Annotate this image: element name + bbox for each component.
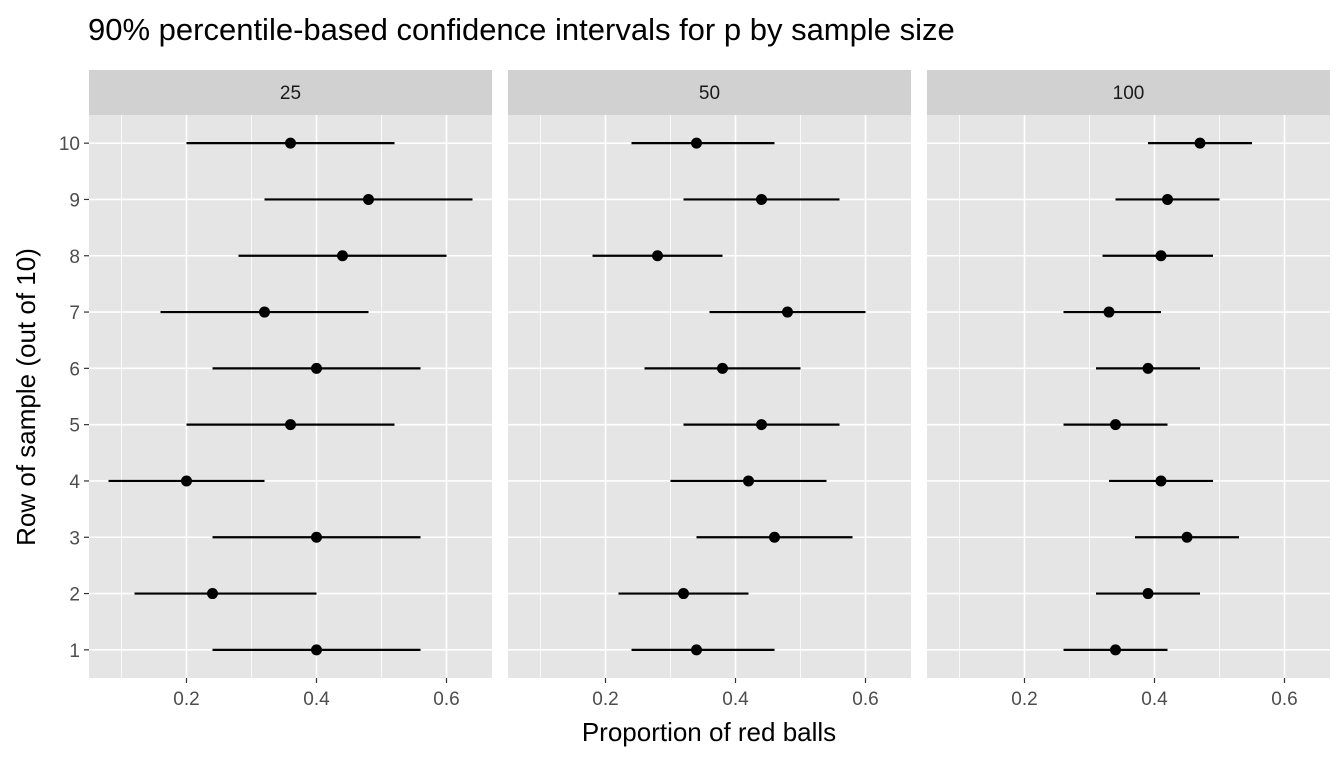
facet-strip-50 [508,70,911,115]
point-estimate [311,362,322,374]
point-estimate [1155,250,1167,262]
point-estimate [181,475,192,487]
x-tick-label: 0.6 [1271,689,1297,710]
facet-panels: 25 0.2 0.4 0.6 50 0.2 0.4 0.6 100 0.2 0.4 0.6 [89,70,1330,710]
point-estimate [1194,137,1206,149]
point-estimate [1181,531,1193,543]
y-tick-label: 1 [69,641,80,662]
panel-50: 50 0.2 0.4 0.6 [508,70,911,710]
y-tick-label: 2 [69,585,80,606]
point-estimate [782,306,793,318]
point-estimate [1155,475,1167,487]
point-estimate [756,419,767,431]
point-estimate [1110,644,1121,656]
x-tick-label: 0.4 [1141,689,1168,710]
point-estimate [678,588,689,600]
panel-25: 25 0.2 0.4 0.6 [89,70,492,710]
y-tick-label: 7 [69,303,80,324]
panel-background [927,115,1330,678]
y-tick-label: 4 [69,472,80,493]
point-estimate [652,250,663,262]
point-estimate [756,193,767,205]
x-tick-label: 0.2 [1011,689,1037,710]
y-axis-title: Row of sample (out of 10) [11,248,41,546]
point-estimate [1142,588,1154,600]
point-estimate [1162,193,1173,205]
x-tick-label: 0.6 [433,689,459,710]
y-tick-label: 8 [69,247,80,268]
point-estimate [337,250,348,262]
facet-strip-label-100: 100 [1113,83,1145,104]
point-estimate [1103,306,1115,318]
y-tick-label: 9 [69,190,80,211]
point-estimate [769,531,780,543]
x-tick-label: 0.2 [173,689,199,710]
x-tick-label: 0.6 [852,689,878,710]
point-estimate [207,588,218,600]
y-axis: 1 2 3 4 5 6 7 8 9 10 [59,134,89,662]
panel-background [89,115,492,678]
point-estimate [691,644,702,656]
y-tick-label: 6 [69,359,80,380]
point-estimate [285,419,296,431]
facet-strip-25 [89,70,492,115]
x-tick-label: 0.4 [722,689,749,710]
facet-strip-100 [927,70,1330,115]
facet-strip-label-25: 25 [280,83,301,104]
point-estimate [259,306,270,318]
point-estimate [311,644,322,656]
x-axis-title: Proportion of red balls [582,717,836,747]
point-estimate [1142,362,1154,374]
point-estimate [691,137,702,149]
x-tick-label: 0.4 [303,689,330,710]
point-estimate [717,362,728,374]
chart-title: 90% percentile-based confidence interval… [88,12,955,47]
point-estimate [363,193,374,205]
y-tick-label: 5 [69,416,80,437]
y-tick-label: 10 [59,134,80,155]
panel-background [508,115,911,678]
facet-strip-label-50: 50 [699,83,720,104]
point-estimate [311,531,322,543]
point-estimate [743,475,754,487]
x-tick-label: 0.2 [592,689,618,710]
point-estimate [285,137,296,149]
panel-100: 100 0.2 0.4 0.6 [927,70,1330,710]
point-estimate [1110,419,1121,431]
y-tick-label: 3 [69,528,80,549]
